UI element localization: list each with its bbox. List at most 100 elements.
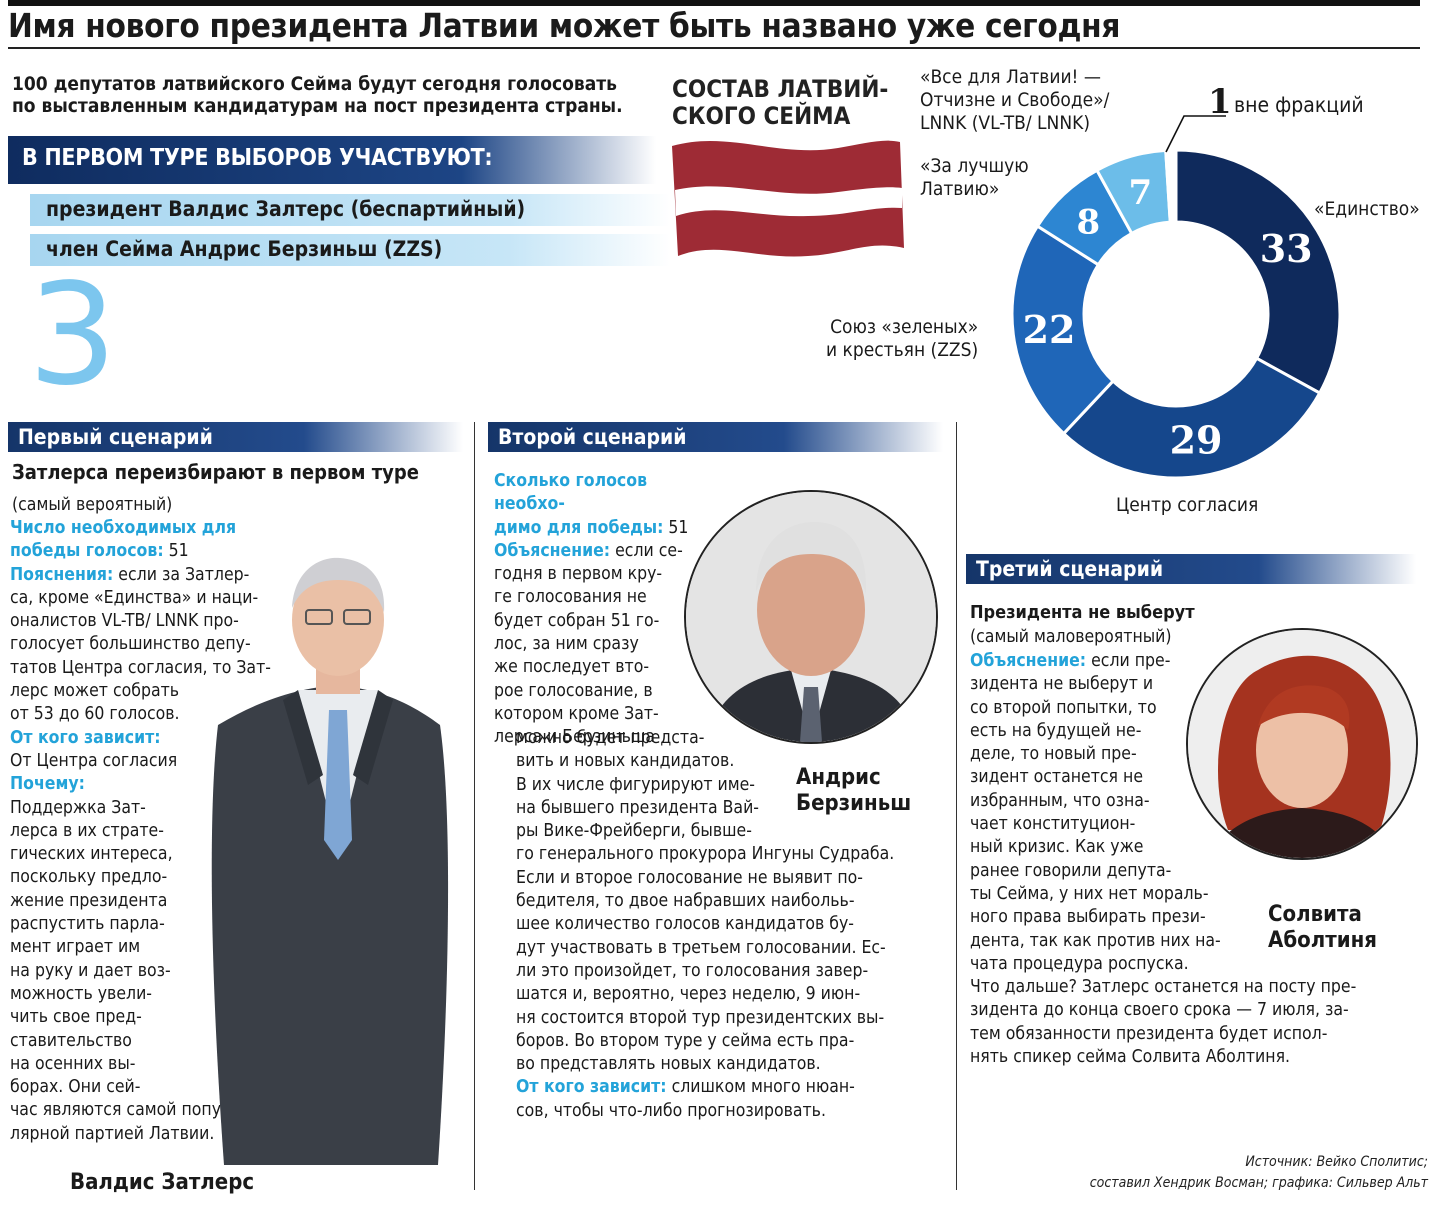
s1-votes-label-2: победы голосов: xyxy=(10,541,164,562)
s3-expl-line: Объяснение: если пре- xyxy=(970,650,1410,673)
s1-why-line: ставительство xyxy=(10,1030,310,1053)
s3-expl-text: зидента до конца своего срока — 7 июля, … xyxy=(970,1000,1349,1021)
s3-expl-line: есть на будущей не- xyxy=(970,720,1410,743)
s2-wide-line: ли это произойдет, то голосования завер- xyxy=(516,960,946,983)
s1-why-text: ставительство xyxy=(10,1030,132,1051)
s2-expl-text: лос, за ним сразу xyxy=(494,634,639,655)
candidate-1: президент Валдис Залтерс (беспартийный) xyxy=(46,197,526,221)
s3-expl-line: ты Сейма, у них нет мораль- xyxy=(970,883,1410,906)
s2-depends-line: От кого зависит: слишком много нюан- xyxy=(516,1076,946,1099)
candidate-bar-2: член Сейма Андрис Берзиньш (ZZS) xyxy=(30,234,670,266)
divider-2 xyxy=(956,422,957,1190)
s2-wide-text: го генерального прокурора Ингуны Судраба… xyxy=(516,844,895,865)
s2-expl-text: же последует вто- xyxy=(494,657,650,678)
s1-why-line: час являются самой попу- xyxy=(10,1099,310,1122)
s3-expl-line: дента, так как против них на- xyxy=(970,930,1410,953)
intro-line-2: по выставленным кандидатурам на пост пре… xyxy=(12,95,623,117)
s2-wide-text: можно будет предста- xyxy=(516,728,705,748)
s1-why-line: лерса в их страте- xyxy=(10,820,310,843)
s3-expl-text: чата процедура роспуска. xyxy=(970,953,1189,974)
s1-expl-line: Пояснения: если за Затлер- xyxy=(10,564,310,587)
s2-wide-line: бедителя, то двое набравших наибольь- xyxy=(516,890,946,913)
s2-wide-text: вить и новых кандидатов. xyxy=(516,751,735,772)
aboltina-caption: Солвита Аболтиня xyxy=(1268,902,1377,954)
scenario1-header-bar: Первый сценарий xyxy=(8,422,463,452)
s3-expl-text: ты Сейма, у них нет мораль- xyxy=(970,883,1209,904)
source: Источник: Вейко Сполитис; составил Хендр… xyxy=(1090,1152,1428,1194)
s1-expl-line: са, кроме «Единства» и наци- xyxy=(10,587,310,610)
s1-expl-text: оналистов VL-TB/ LNNK про- xyxy=(10,611,239,632)
s3-expl-line: деле, то новый пре- xyxy=(970,743,1410,766)
s3-expl-line: ный кризис. Как уже xyxy=(970,836,1410,859)
label-za-line-1: «За лучшую xyxy=(920,155,1029,177)
flag-white-stripe xyxy=(675,186,902,217)
s2-depends: От кого зависит: слишком много нюан-сов,… xyxy=(516,1076,946,1123)
s2-wide-text: можно будет предста-вить и новых кандида… xyxy=(516,727,946,1076)
s3-expl-line: Что дальше? Затлерс останется на посту п… xyxy=(970,976,1410,999)
s2-wide-text: бедителя, то двое набравших наибольь- xyxy=(516,891,855,912)
s2-expl-line: рое голосование, в xyxy=(494,680,714,703)
s1-why-label: Почему: xyxy=(10,774,85,795)
s2-expl-line: лерса и Берзиньша xyxy=(494,726,714,749)
s3-expl-text: со второй попытки, то xyxy=(970,697,1157,718)
s1-why-text: чить свое пред- xyxy=(10,1007,142,1028)
scenario1-subtitle: (самый вероятный) xyxy=(12,495,173,515)
s2-wide-text: ры Вике-Фрейберги, бывше- xyxy=(516,821,752,842)
berzins-caption-line-2: Берзиньш xyxy=(796,791,912,816)
donut-slice xyxy=(1010,224,1116,436)
s1-why-text: борах. Они сей- xyxy=(10,1077,141,1098)
label-vl-tb-line-3: LNNK (VL-TB/ LNNK) xyxy=(920,112,1091,134)
s2-wide-line: шее количество голосов кандидатов бу- xyxy=(516,913,946,936)
s3-expl-text: чает конституцион- xyxy=(970,814,1136,835)
s2-wide-line: го генерального прокурора Ингуны Судраба… xyxy=(516,843,946,866)
s2-wide-line: можно будет предста- xyxy=(516,727,946,750)
s2-wide-line: шатся и, вероятно, через неделю, 9 июн- xyxy=(516,983,946,1006)
s1-why-text: лярной партией Латвии. xyxy=(10,1123,215,1144)
berzins-portrait xyxy=(686,492,936,742)
s1-depends-label: От кого зависит: xyxy=(10,727,161,748)
s2-expl-line: Объяснение: если се- xyxy=(494,540,714,563)
s1-why-text: на руку и дает воз- xyxy=(10,960,171,981)
s1-why-line: на руку и дает воз- xyxy=(10,960,310,983)
s2-votes-value: 51 xyxy=(663,517,689,538)
s1-expl-text: голосует большинство депу- xyxy=(10,634,251,655)
seim-donut-chart: 33 29 22 87 xyxy=(1010,148,1342,480)
s2-votes-label-2: димо для победы: xyxy=(494,517,664,538)
label-centr: Центр согласия xyxy=(1116,494,1259,516)
s1-why-line: жение президента xyxy=(10,890,310,913)
s3-expl-text: дента, так как против них на- xyxy=(970,930,1221,951)
s1-why-text: на осенних вы- xyxy=(10,1053,136,1074)
s2-wide-line: боров. Во втором туре у сейма есть пра- xyxy=(516,1030,946,1053)
s2-wide-text: во представлять новых кандидатов. xyxy=(516,1054,821,1075)
label-zzs: Союз «зеленых» и крестьян (ZZS) xyxy=(826,316,978,362)
s2-votes-label-1: Сколько голосов необхо- xyxy=(494,471,648,515)
scenario3-header-bar: Третий сценарий xyxy=(966,554,1416,584)
s1-why-line: на осенних вы- xyxy=(10,1053,310,1076)
s2-wide-line: ры Вике-Фрейберги, бывше- xyxy=(516,820,946,843)
scenario3-body: Объяснение: если пре-зидента не выберут … xyxy=(970,650,1410,1069)
candidate-bar-1: президент Валдис Залтерс (беспартийный) xyxy=(30,194,670,226)
zatlers-caption: Валдис Затлерс xyxy=(70,1170,255,1195)
s2-wide-text: на бывшего президента Вай- xyxy=(516,797,759,818)
donut-slice xyxy=(1174,148,1342,396)
donut-value-label: 33 xyxy=(1260,226,1313,271)
aboltina-photo xyxy=(1186,628,1418,860)
s3-expl-line: чата процедура роспуска. xyxy=(970,953,1410,976)
scenario1-body: Число необходимых для победы голосов: 51… xyxy=(10,517,310,1146)
s3-expl-line: ранее говорили депута- xyxy=(970,860,1410,883)
headline: Имя нового президента Латвии может быть … xyxy=(8,6,1121,45)
s1-expl-text: татов Центра согласия, то Зат- xyxy=(10,657,271,678)
s3-expl-text: избранным, что озна- xyxy=(970,790,1150,811)
s1-why-line: лярной партией Латвии. xyxy=(10,1123,310,1146)
s1-why-text: поскольку предло- xyxy=(10,867,168,888)
s1-expl-line: от 53 до 60 голосов. xyxy=(10,703,310,726)
label-vne-number: 1 xyxy=(1208,82,1232,122)
scenario1-header: Первый сценарий xyxy=(18,425,213,449)
label-edinstvo: «Единство» xyxy=(1314,198,1420,220)
s2-wide-text: ли это произойдет, то голосования завер- xyxy=(516,960,869,981)
scenario3-subtitle: (самый маловероятный) xyxy=(970,627,1172,647)
s3-expl-line: ного права выбирать прези- xyxy=(970,906,1410,929)
s1-why-text: мент играет им xyxy=(10,937,141,958)
s1-why-text: жение президента xyxy=(10,890,168,911)
s3-explanation: Объяснение: если пре-зидента не выберут … xyxy=(970,650,1410,1069)
